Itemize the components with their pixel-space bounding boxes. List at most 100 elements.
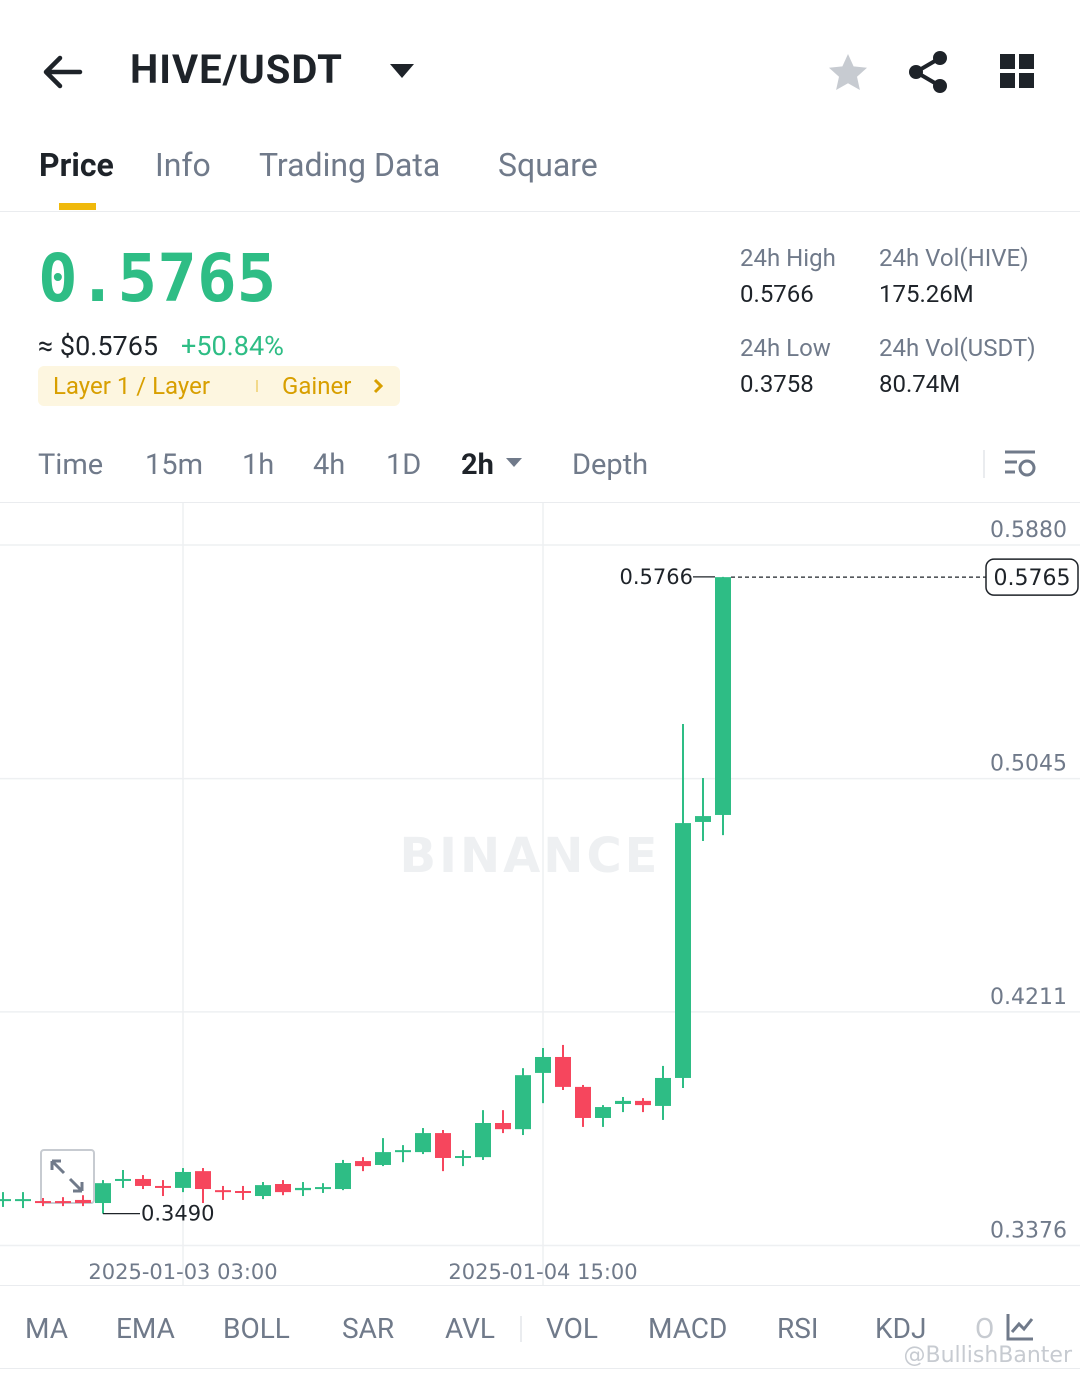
candle-body <box>15 1199 31 1202</box>
interval[interactable]: Time <box>38 448 104 482</box>
stat-label: 24h Vol(HIVE) <box>879 244 1029 272</box>
candle-body <box>575 1086 591 1118</box>
candle-body <box>115 1178 131 1181</box>
divider <box>0 502 1080 503</box>
candle-body <box>555 1056 571 1087</box>
stat-label: 24h Vol(USDT) <box>879 334 1036 362</box>
candle-body <box>475 1123 491 1158</box>
indicator[interactable]: KDJ <box>875 1312 927 1345</box>
divider <box>0 1285 1080 1286</box>
indicator[interactable]: AVL <box>445 1312 495 1345</box>
last-price-tag <box>985 558 1079 596</box>
max-label: 0.5766 <box>620 565 693 589</box>
candle-body <box>55 1201 71 1204</box>
candle-body <box>395 1150 411 1153</box>
candle-body <box>35 1201 51 1204</box>
credit: @BullishBanter <box>903 1343 1072 1368</box>
indicator[interactable]: MACD <box>648 1312 728 1345</box>
indicator[interactable]: MA <box>25 1312 68 1345</box>
candle-body <box>135 1178 151 1186</box>
candle-body <box>235 1190 251 1193</box>
candle-body <box>295 1187 311 1191</box>
candle-body <box>515 1075 531 1130</box>
watermark: BINANCE <box>400 828 661 884</box>
interval[interactable]: Depth <box>572 448 649 482</box>
candle-body <box>595 1107 611 1118</box>
interval[interactable]: 15m <box>145 448 204 482</box>
y-tick-label: 0.3376 <box>990 1219 1067 1244</box>
tab[interactable]: Trading Data <box>259 146 441 184</box>
candle-body <box>635 1100 651 1106</box>
interval[interactable]: 1h <box>242 448 275 482</box>
indicator[interactable]: RSI <box>777 1312 819 1345</box>
candle-body <box>415 1133 431 1153</box>
tag-bar <box>38 366 400 406</box>
candle-body <box>0 1199 11 1202</box>
stat-value: 175.26M <box>879 280 974 308</box>
expand-icon[interactable] <box>50 1159 84 1193</box>
indicator[interactable]: VOL <box>546 1312 598 1345</box>
pair-dropdown[interactable] <box>388 62 416 82</box>
candle-body <box>155 1185 171 1188</box>
y-tick-label: 0.5045 <box>990 752 1067 777</box>
chart-settings[interactable] <box>1003 449 1037 479</box>
candle-body <box>255 1185 271 1197</box>
back-button[interactable] <box>40 52 84 92</box>
divider <box>983 450 985 478</box>
interval-dropdown[interactable] <box>505 457 523 469</box>
tab[interactable]: Info <box>155 146 211 184</box>
candle-body <box>275 1183 291 1193</box>
candle-body <box>715 577 731 815</box>
interval[interactable]: 2h <box>461 448 494 482</box>
candle-body <box>75 1199 91 1204</box>
divider <box>0 1368 1080 1369</box>
price-change: +50.84% <box>181 330 284 362</box>
last-price: 0.5765 <box>38 240 277 317</box>
grid-icon[interactable] <box>1000 54 1034 88</box>
candle-body <box>495 1123 511 1130</box>
tag-chevron[interactable] <box>372 377 386 395</box>
stat-label: 24h Low <box>740 334 831 362</box>
tag[interactable]: Gainer <box>282 372 352 400</box>
candle-body <box>95 1183 111 1204</box>
stat-value: 0.3758 <box>740 370 814 398</box>
candle-body <box>655 1077 671 1106</box>
stat-value: 80.74M <box>879 370 961 398</box>
candle-body <box>375 1152 391 1165</box>
candle-body <box>455 1156 471 1159</box>
candle-body <box>215 1190 231 1193</box>
candle-body <box>355 1161 371 1167</box>
share-icon[interactable] <box>906 50 950 94</box>
candle-body <box>435 1133 451 1158</box>
divider <box>0 211 1080 212</box>
candle-body <box>675 823 691 1078</box>
candle-body <box>175 1171 191 1188</box>
indicator[interactable]: SAR <box>342 1312 395 1345</box>
indicator[interactable]: O <box>975 1312 995 1345</box>
indicator[interactable]: BOLL <box>223 1312 290 1345</box>
tag[interactable]: Layer 1 / Layer <box>53 372 210 400</box>
interval[interactable]: 4h <box>313 448 346 482</box>
pair-title[interactable]: HIVE/USDT <box>130 46 343 93</box>
candle-body <box>695 816 711 822</box>
expand-button[interactable] <box>40 1149 95 1204</box>
tab[interactable]: Square <box>498 146 598 184</box>
tag-separator <box>256 380 258 392</box>
tab[interactable]: Price <box>39 146 114 184</box>
candle-body <box>315 1187 331 1190</box>
stat-value: 0.5766 <box>740 280 814 308</box>
y-tick-label: 0.5880 <box>990 518 1067 543</box>
interval[interactable]: 1D <box>386 448 422 482</box>
indicator[interactable]: EMA <box>116 1312 175 1345</box>
favorite-star[interactable] <box>827 52 869 92</box>
divider <box>520 1316 522 1342</box>
x-tick-label: 2025-01-03 03:00 <box>88 1260 277 1284</box>
fiat-price: ≈ $0.5765 <box>38 330 159 362</box>
candle-body <box>535 1056 551 1073</box>
indicator-settings[interactable] <box>1005 1312 1035 1342</box>
candle-body <box>335 1163 351 1190</box>
min-label: 0.3490 <box>141 1202 214 1226</box>
tab-indicator <box>59 203 96 210</box>
